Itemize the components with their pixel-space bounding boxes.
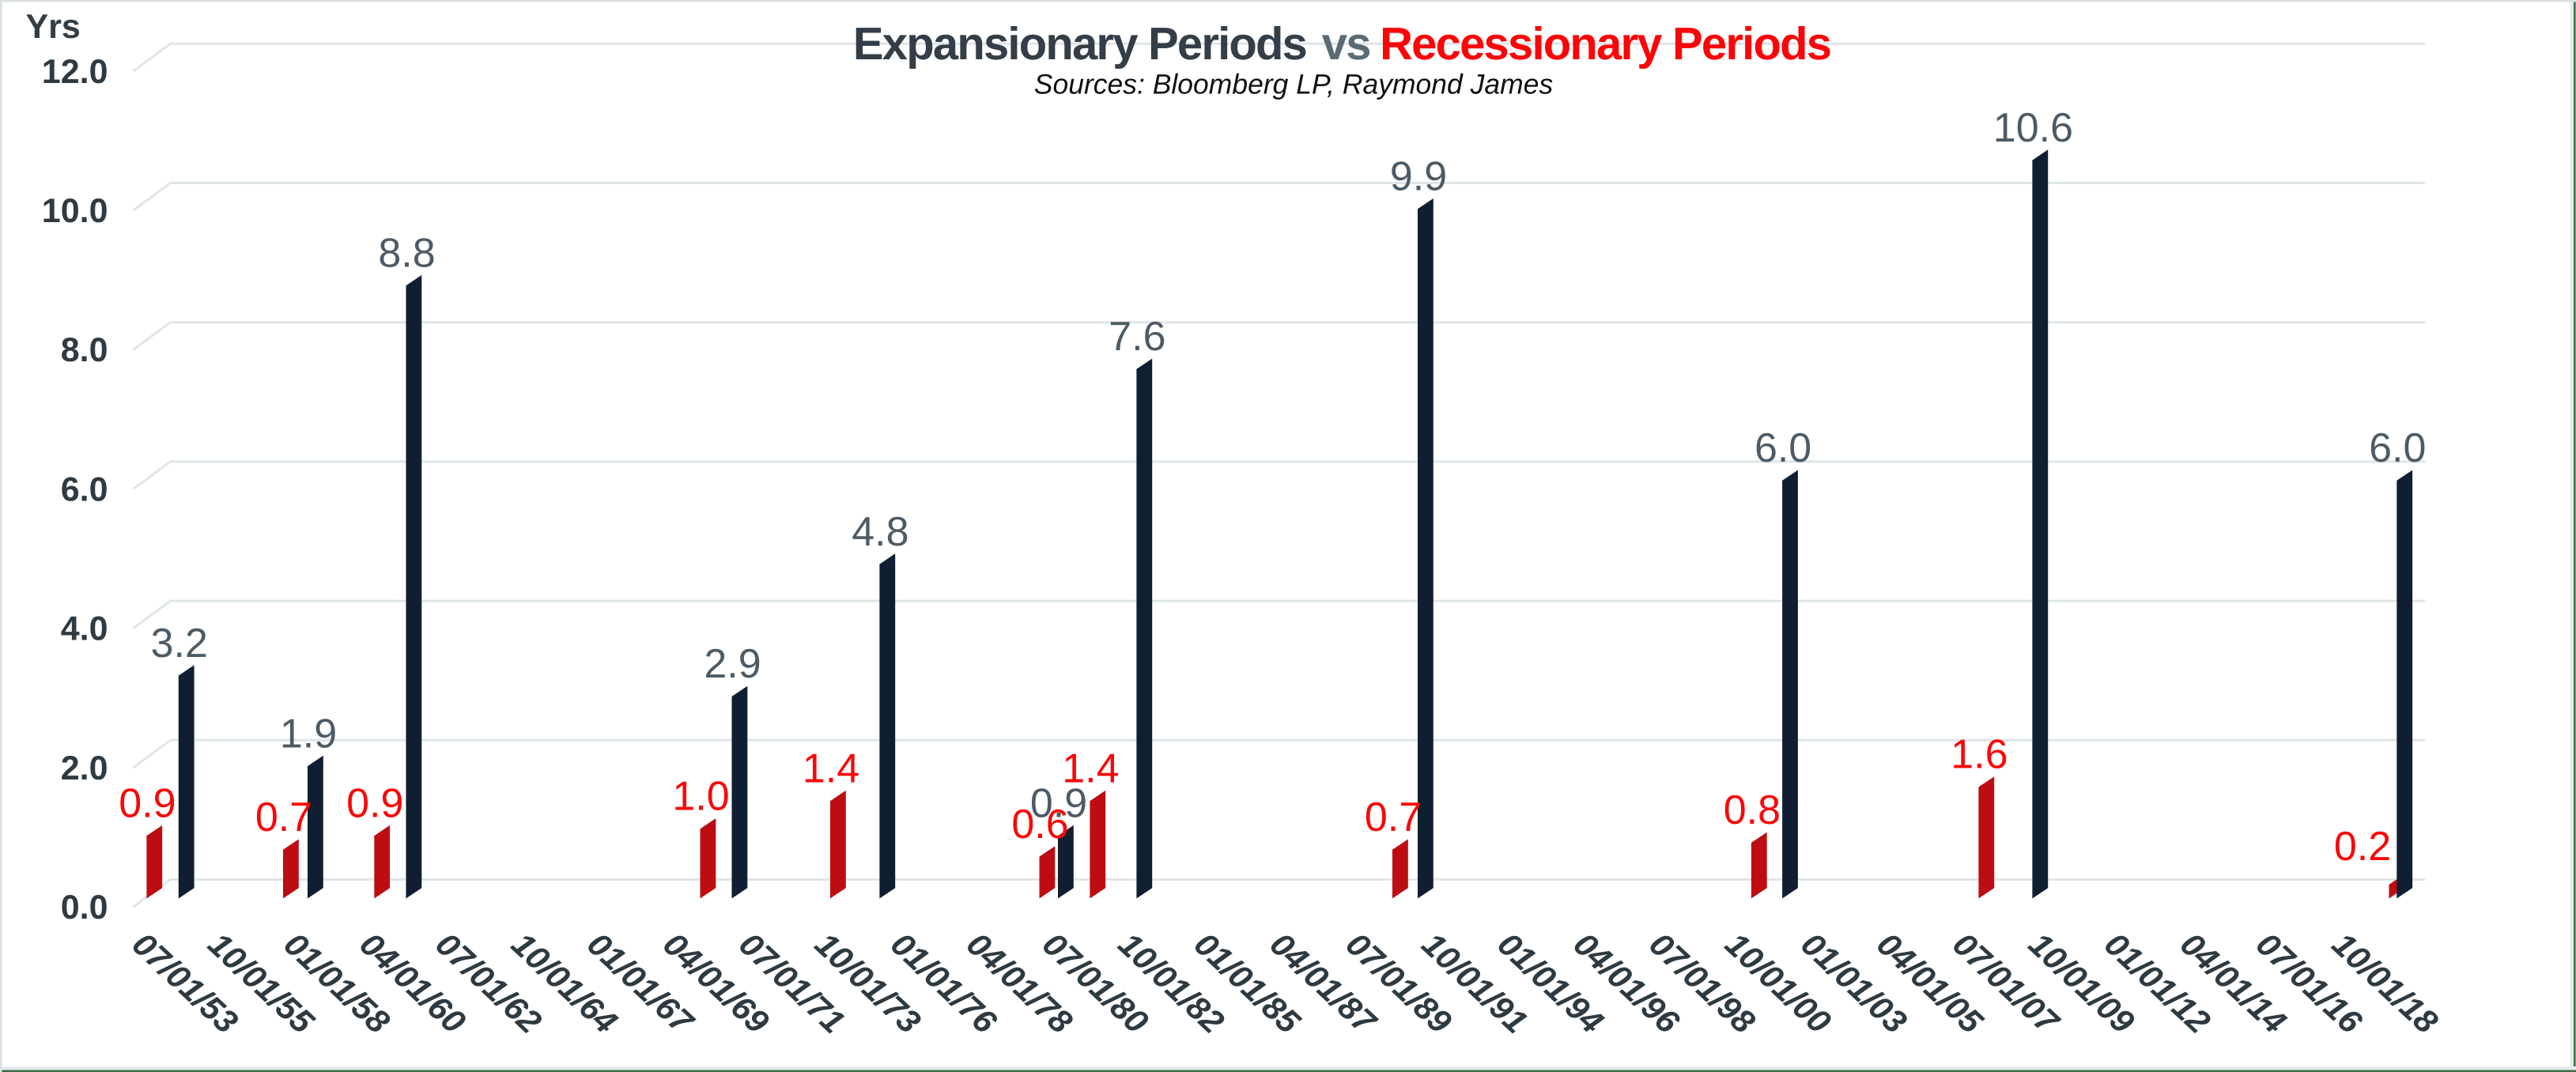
svg-text:1.6: 1.6 (1951, 732, 2008, 778)
svg-text:10.0: 10.0 (42, 192, 108, 230)
svg-text:12.0: 12.0 (42, 53, 108, 91)
svg-text:4.8: 4.8 (852, 509, 908, 555)
svg-text:0.7: 0.7 (1365, 795, 1422, 840)
svg-text:1.9: 1.9 (280, 711, 337, 757)
svg-text:10.6: 10.6 (1993, 105, 2073, 151)
svg-text:6.0: 6.0 (2369, 425, 2426, 471)
svg-text:1.4: 1.4 (803, 745, 859, 791)
svg-text:0.7: 0.7 (255, 795, 312, 840)
svg-text:7.6: 7.6 (1109, 314, 1165, 360)
svg-text:vs: vs (1322, 18, 1370, 70)
svg-text:0.2: 0.2 (2334, 824, 2391, 870)
svg-text:8.8: 8.8 (378, 230, 435, 276)
svg-text:1.0: 1.0 (672, 774, 729, 820)
svg-text:0.9: 0.9 (1030, 780, 1087, 826)
svg-text:Yrs: Yrs (26, 8, 81, 46)
svg-text:6.0: 6.0 (61, 470, 108, 508)
svg-text:0.9: 0.9 (346, 780, 403, 826)
svg-text:2.9: 2.9 (704, 641, 761, 687)
svg-text:0.9: 0.9 (119, 780, 176, 826)
svg-text:8.0: 8.0 (61, 331, 108, 369)
svg-text:0.0: 0.0 (61, 889, 108, 927)
svg-text:1.4: 1.4 (1062, 745, 1119, 791)
svg-text:Recessionary Periods: Recessionary Periods (1380, 18, 1830, 70)
svg-text:4.0: 4.0 (61, 610, 108, 648)
svg-text:Expansionary Periods: Expansionary Periods (853, 18, 1306, 70)
svg-text:6.0: 6.0 (1754, 425, 1811, 471)
svg-text:9.9: 9.9 (1390, 154, 1447, 200)
svg-text:2.0: 2.0 (61, 749, 108, 787)
svg-text:0.8: 0.8 (1724, 787, 1781, 833)
svg-text:Sources: Bloomberg LP, Raymond: Sources: Bloomberg LP, Raymond James (1034, 69, 1554, 100)
svg-text:3.2: 3.2 (151, 621, 208, 666)
svg-text:0.6: 0.6 (1011, 802, 1068, 847)
